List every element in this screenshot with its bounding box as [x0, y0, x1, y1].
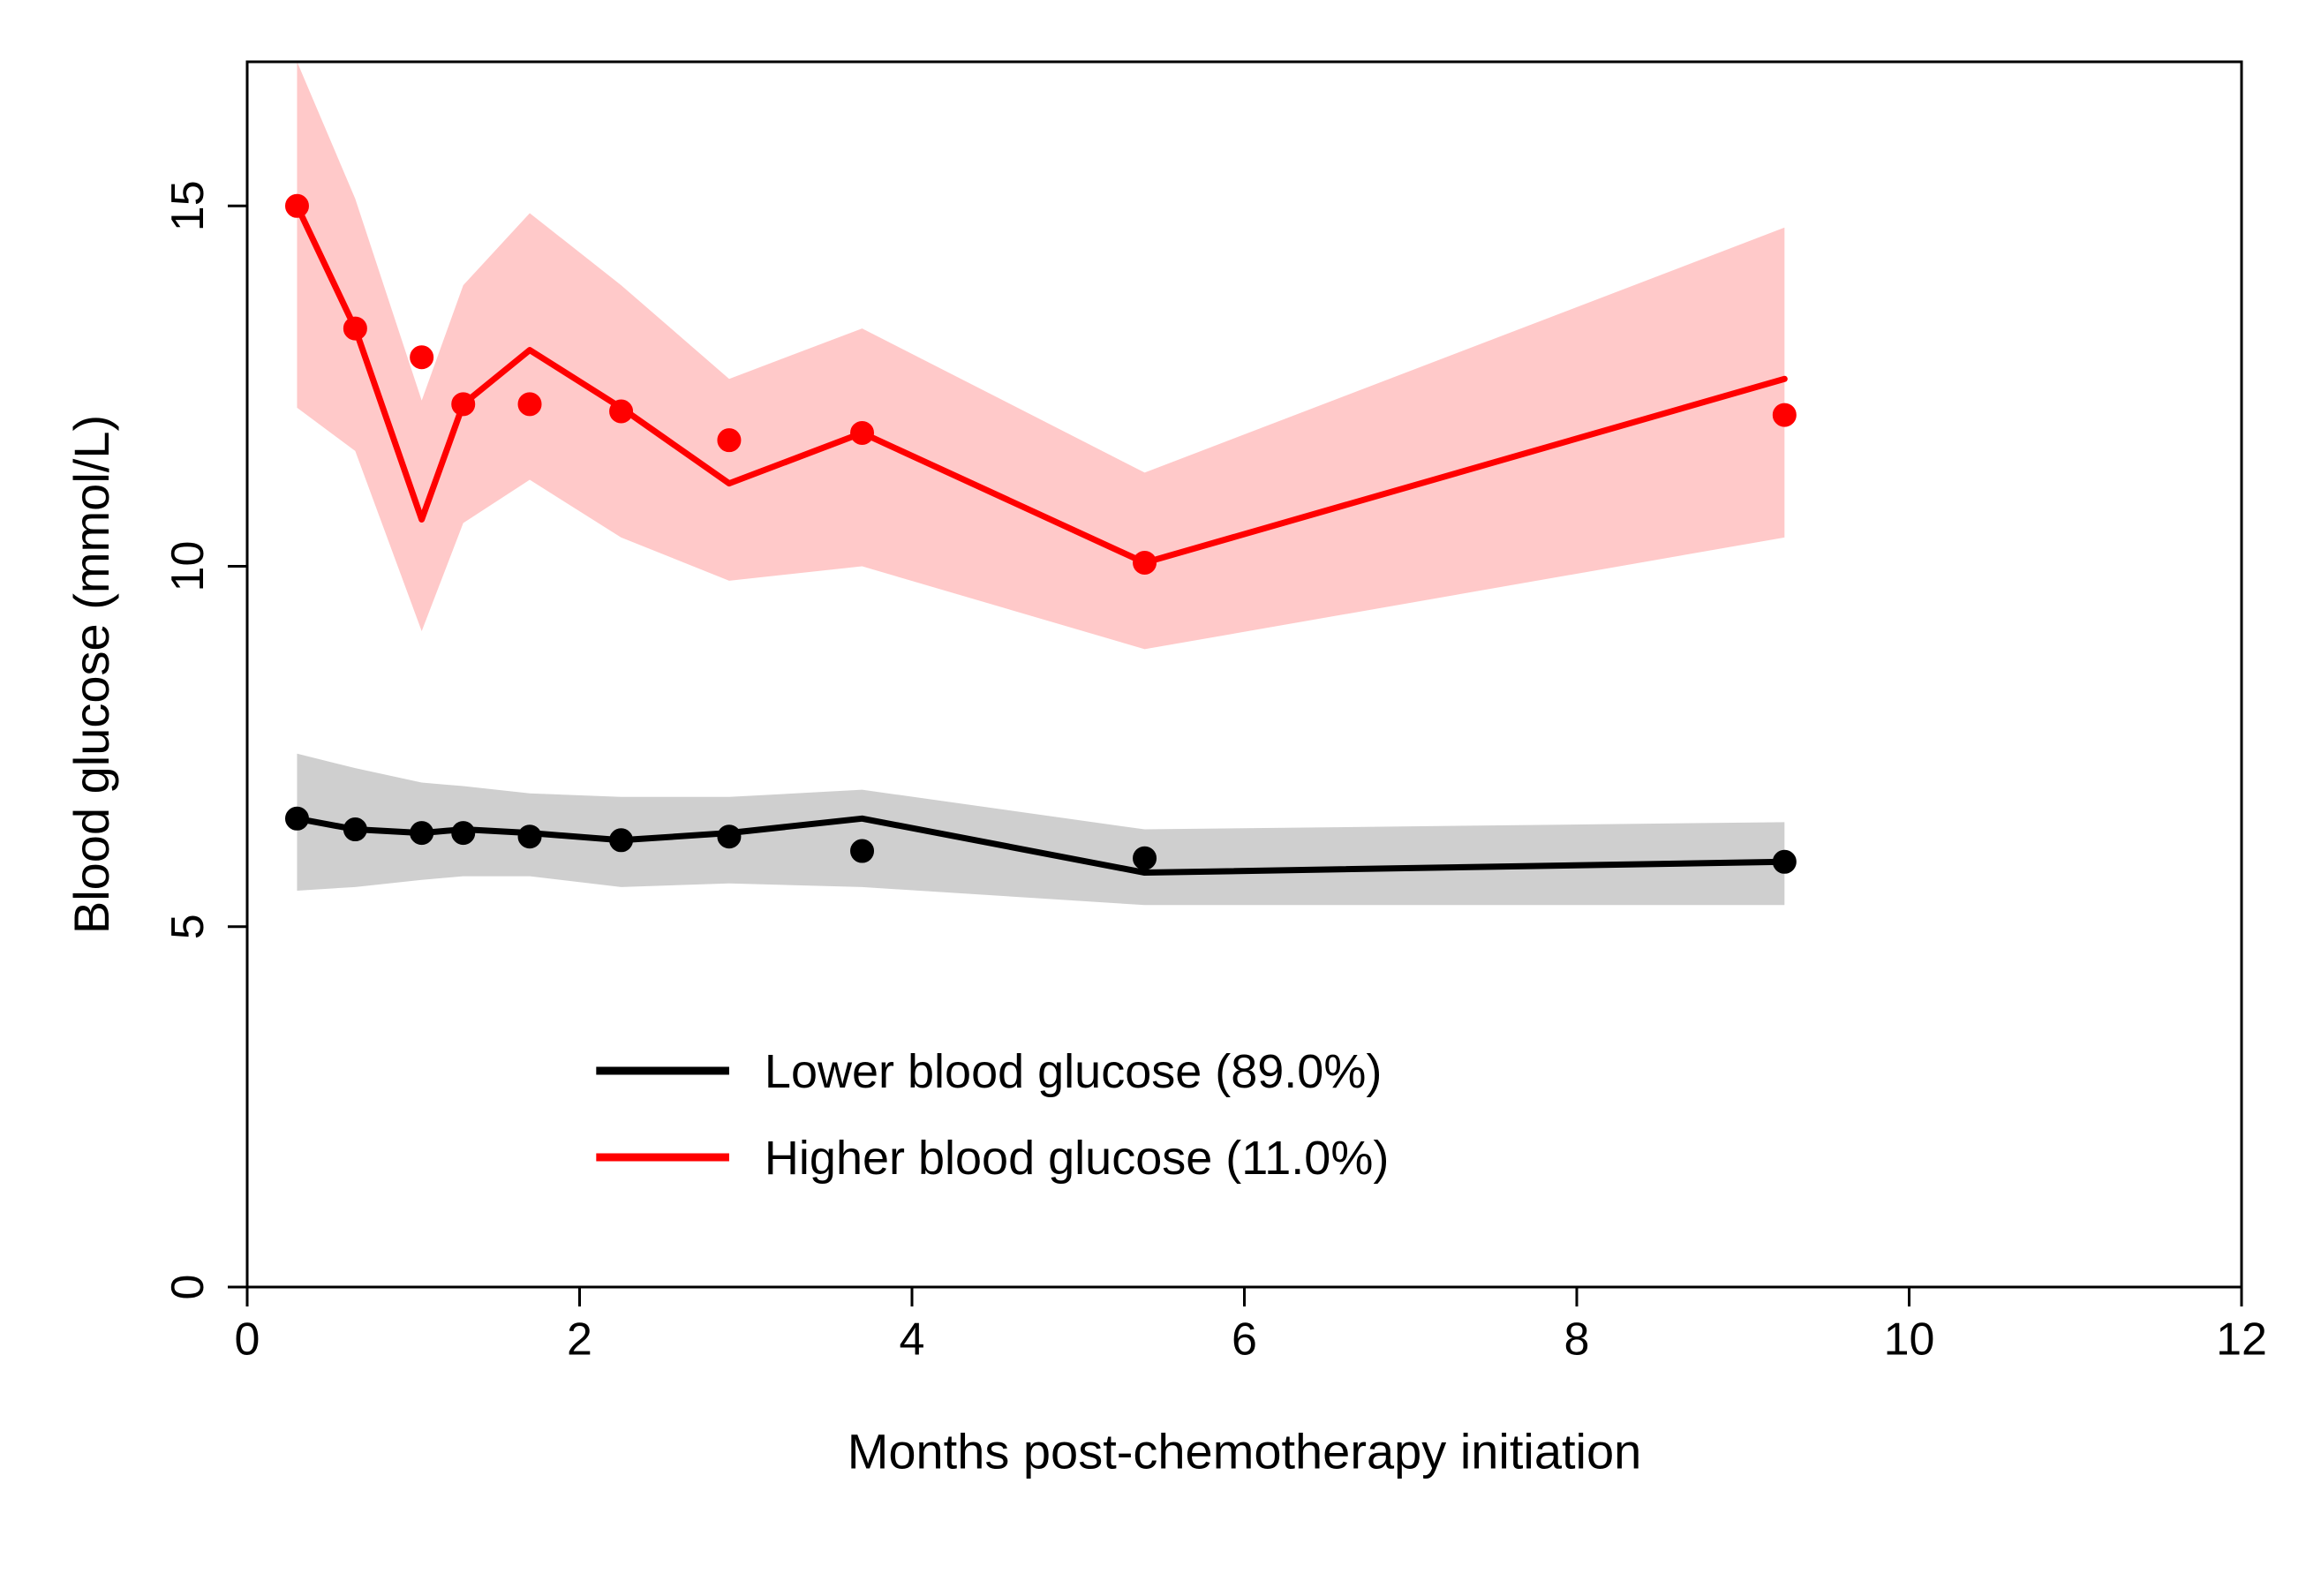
xtick-label: 8: [1564, 1314, 1590, 1366]
ytick-label: 15: [162, 180, 214, 231]
ytick-label: 5: [162, 914, 214, 939]
chart-svg: 0 2 4 6 8 10 12 0 5 10 15 Months post-chemotherapy …: [0, 0, 2321, 1596]
point-lower: [518, 825, 541, 848]
ytick-label: 0: [162, 1275, 214, 1300]
xtick-label: 0: [235, 1314, 260, 1366]
x-axis-title: Months post-chemotherapy initiation: [848, 1423, 1642, 1479]
point-lower: [718, 825, 741, 848]
ytick-label: 10: [162, 541, 214, 592]
point-lower: [851, 839, 874, 862]
point-higher: [343, 317, 366, 340]
point-higher: [518, 393, 541, 416]
point-lower: [1773, 850, 1796, 873]
point-higher: [1134, 551, 1157, 574]
point-higher: [1773, 403, 1796, 426]
point-lower: [285, 807, 308, 830]
plot-area: [285, 62, 1796, 905]
xtick-label: 2: [567, 1314, 592, 1366]
point-higher: [610, 400, 633, 423]
y-axis-title: Blood glucose (mmol/L): [64, 415, 119, 934]
xtick-label: 12: [2216, 1314, 2267, 1366]
point-higher: [851, 421, 874, 444]
point-lower: [343, 818, 366, 841]
point-lower: [610, 829, 633, 852]
xtick-label: 10: [1884, 1314, 1935, 1366]
point-lower: [1134, 847, 1157, 870]
xtick-label: 6: [1232, 1314, 1257, 1366]
legend-label: Lower blood glucose (89.0%): [765, 1045, 1382, 1098]
point-lower: [411, 822, 433, 845]
point-higher: [411, 346, 433, 369]
point-lower: [452, 822, 475, 845]
point-higher: [452, 393, 475, 416]
legend-label: Higher blood glucose (11.0%): [765, 1132, 1389, 1185]
point-higher: [285, 194, 308, 217]
point-higher: [718, 429, 741, 452]
xtick-label: 4: [900, 1314, 925, 1366]
chart-container: 0 2 4 6 8 10 12 0 5 10 15 Months post-chemotherapy …: [0, 0, 2321, 1596]
